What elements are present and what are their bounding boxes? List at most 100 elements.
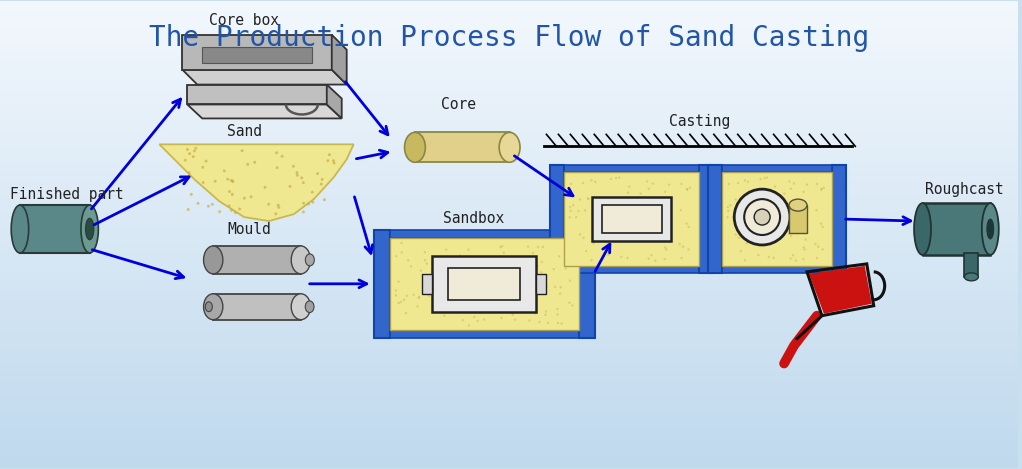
Bar [0,382,1018,384]
Ellipse shape [405,132,425,162]
Circle shape [745,226,747,228]
Bar [965,253,978,277]
Bar [0,10,1018,13]
Circle shape [483,318,485,321]
Circle shape [264,186,267,189]
Circle shape [645,233,648,235]
Bar [0,8,1018,10]
Circle shape [511,312,513,315]
Bar [0,111,1018,113]
Bar [0,162,1018,165]
Bar [0,204,1018,206]
Bar [0,246,1018,249]
Bar [0,244,1018,246]
Circle shape [745,242,748,244]
Circle shape [768,205,771,208]
Circle shape [434,279,437,281]
Bar [0,136,1018,139]
Bar [0,447,1018,449]
Polygon shape [327,84,341,119]
Circle shape [531,298,533,301]
Bar [0,211,1018,213]
Bar [0,309,1018,311]
Bar [0,59,1018,61]
Circle shape [626,191,630,194]
Bar [0,375,1018,377]
Bar [0,106,1018,108]
Bar [0,300,1018,302]
Text: Roughcast: Roughcast [925,182,1004,197]
Bar [0,461,1018,463]
Circle shape [572,204,574,206]
Bar [699,165,712,273]
Circle shape [467,249,470,251]
Circle shape [735,233,737,236]
Circle shape [398,280,400,283]
Circle shape [760,231,762,234]
Circle shape [275,151,278,154]
Circle shape [424,251,426,253]
Circle shape [815,243,817,245]
Bar [0,50,1018,52]
Bar [0,36,1018,38]
Circle shape [570,183,572,185]
Circle shape [738,236,740,239]
Circle shape [476,259,478,262]
Circle shape [476,320,478,322]
Circle shape [686,222,688,225]
Bar [0,442,1018,445]
Circle shape [584,209,587,212]
Circle shape [554,286,556,288]
Text: Sand: Sand [227,124,263,139]
Circle shape [546,285,548,287]
Circle shape [729,204,732,206]
Circle shape [737,182,739,184]
Bar [0,311,1018,314]
Bar [0,297,1018,300]
Bar [0,118,1018,120]
Polygon shape [332,35,346,84]
Circle shape [218,210,221,213]
Bar [0,286,1018,288]
Bar [0,347,1018,349]
Circle shape [316,172,319,175]
Circle shape [503,251,505,254]
Circle shape [234,211,237,214]
Circle shape [640,192,642,195]
Circle shape [401,242,403,244]
Circle shape [525,311,528,313]
Bar [0,293,1018,295]
Bar [832,165,846,273]
Circle shape [632,221,634,224]
Circle shape [406,295,408,297]
Circle shape [326,159,329,162]
Bar [0,328,1018,330]
Circle shape [578,198,582,201]
Circle shape [647,257,650,260]
Circle shape [323,198,326,201]
Bar [0,148,1018,151]
Circle shape [514,265,516,267]
Circle shape [688,248,690,250]
Circle shape [435,287,437,289]
Bar [0,291,1018,293]
Circle shape [744,179,746,182]
Bar [0,358,1018,361]
Bar [0,104,1018,106]
Circle shape [500,317,503,319]
Circle shape [201,166,204,169]
Circle shape [565,267,567,270]
Circle shape [652,182,654,185]
Circle shape [777,221,779,224]
Circle shape [531,252,535,254]
Ellipse shape [965,273,978,281]
Bar [0,279,1018,281]
Circle shape [516,256,518,258]
Bar [0,195,1018,197]
Circle shape [790,219,792,221]
Circle shape [401,251,403,254]
Circle shape [802,258,804,260]
Circle shape [332,161,335,165]
Circle shape [541,271,543,273]
Bar [0,223,1018,225]
